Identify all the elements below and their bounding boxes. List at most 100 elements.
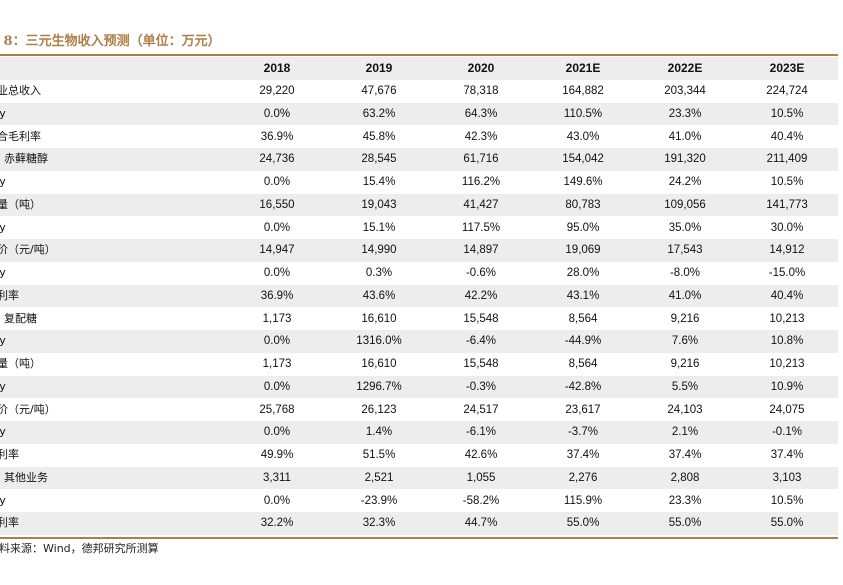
value-cell: 41,427 (463, 198, 499, 211)
value-cell: 49.9% (260, 449, 294, 462)
value-cell: -0.1% (771, 426, 803, 439)
row-label: yoy (0, 175, 6, 189)
value-cell: 19,069 (565, 244, 601, 257)
value-cell: 61,716 (463, 153, 499, 166)
table-row: yoy 0.0% 15.1% 117.5% 95.0% 35.0% 30.0% (0, 216, 838, 239)
table-row: 毛利率 36.9% 43.6% 42.2% 43.1% 41.0% 40.4% (0, 284, 838, 308)
row-label: yoy (0, 220, 6, 234)
value-cell: 9,216 (670, 312, 700, 325)
value-cell: 24,736 (259, 153, 295, 166)
value-cell: 117.5% (461, 221, 501, 234)
value-cell: 110.5% (563, 107, 603, 120)
value-cell: 23.3% (668, 107, 702, 120)
value-cell: -15.0% (768, 267, 806, 280)
value-cell: 43.0% (566, 130, 600, 143)
value-cell: -23.9% (360, 494, 398, 507)
value-cell: 1296.7% (356, 380, 402, 393)
row-label: 单价（元/吨） (0, 243, 56, 257)
value-cell: -42.8% (564, 380, 602, 393)
value-cell: 24,517 (463, 403, 499, 416)
value-cell: 10.9% (770, 380, 804, 393)
value-cell: 211,409 (766, 153, 808, 166)
value-cell: 47,676 (361, 85, 397, 98)
value-cell: 36.9% (260, 130, 294, 143)
table-row: 销量（吨） 1,173 16,610 15,548 8,564 9,216 10,213 (0, 353, 838, 376)
value-cell: 109,056 (664, 198, 706, 211)
value-cell: 9,216 (670, 358, 700, 371)
table-row: yoy 0.0% 1296.7% -0.3% -42.8% 5.5% 10.9% (0, 375, 838, 399)
table-row: 3、其他业务 3,311 2,521 1,055 2,276 2,808 3,103 (0, 466, 838, 490)
value-cell: 23.3% (668, 494, 702, 507)
value-cell: 29,220 (259, 85, 295, 98)
value-cell: 14,990 (361, 244, 397, 257)
value-cell: 0.0% (263, 267, 291, 280)
value-cell: 24,103 (667, 403, 703, 416)
table-row: 1、赤藓糖醇 24,736 28,545 61,716 154,042 191,320 21… (0, 148, 838, 171)
bottom-rule (0, 537, 838, 539)
header-year-cell: 2018 (263, 61, 291, 76)
value-cell: 3,311 (263, 471, 291, 484)
value-cell: 2,808 (670, 471, 700, 484)
table-row: 2、复配糖 1,173 16,610 15,548 8,564 9,216 10,213 (0, 307, 838, 330)
value-cell: 8,564 (568, 358, 598, 371)
value-cell: 0.0% (263, 335, 291, 348)
row-label: 营业总收入 (0, 84, 41, 98)
table-title: 表 8：三元生物收入预测（单位：万元） (0, 34, 221, 49)
value-cell: 0.0% (263, 426, 291, 439)
header-label-cell (0, 57, 226, 80)
value-cell: 16,550 (259, 198, 295, 211)
value-cell: 28,545 (361, 153, 397, 166)
table-header-row: 2018 2019 2020 2021E 2022E 2023E (0, 57, 838, 80)
value-cell: 42.6% (464, 449, 498, 462)
value-cell: 24.2% (668, 176, 702, 189)
value-cell: 0.0% (263, 494, 291, 507)
table-row: 毛利率 49.9% 51.5% 42.6% 37.4% 37.4% 37.4% (0, 444, 838, 467)
row-label: 销量（吨） (0, 357, 41, 371)
value-cell: 203,344 (664, 85, 706, 98)
value-cell: 14,912 (769, 244, 805, 257)
row-label: 毛利率 (0, 516, 19, 530)
row-label: 销量（吨） (0, 197, 41, 211)
table-row: yoy 0.0% 1.4% -6.1% -3.7% 2.1% -0.1% (0, 421, 838, 444)
value-cell: 164,882 (562, 85, 604, 98)
value-cell: 10.5% (770, 494, 804, 507)
value-cell: 78,318 (463, 85, 499, 98)
value-cell: 28.0% (566, 267, 600, 280)
value-cell: 80,783 (565, 198, 601, 211)
value-cell: 3,103 (772, 471, 802, 484)
value-cell: 37.4% (668, 449, 702, 462)
row-label: 3、其他业务 (0, 470, 48, 484)
header-year-cell: 2022E (667, 61, 703, 76)
table-row: 销量（吨） 16,550 19,043 41,427 80,783 109,056 141,… (0, 193, 838, 217)
value-cell: 40.4% (770, 289, 804, 302)
value-cell: -3.7% (567, 426, 599, 439)
revenue-forecast-table: 2018 2019 2020 2021E 2022E 2023E 营业总收入 29,220 4… (0, 57, 838, 535)
table-row: 单价（元/吨） 14,947 14,990 14,897 19,069 17,543 14,… (0, 239, 838, 262)
row-label: 2、复配糖 (0, 311, 37, 325)
value-cell: 16,610 (361, 358, 397, 371)
table-row: yoy 0.0% 1316.0% -6.4% -44.9% 7.6% 10.8% (0, 330, 838, 353)
value-cell: -0.3% (465, 380, 497, 393)
value-cell: 2.1% (671, 426, 699, 439)
value-cell: 2,276 (568, 471, 598, 484)
value-cell: 10.5% (770, 107, 804, 120)
value-cell: 115.9% (563, 494, 603, 507)
value-cell: -58.2% (462, 494, 500, 507)
value-cell: 8,564 (568, 312, 598, 325)
value-cell: -44.9% (564, 335, 602, 348)
table-row: yoy 0.0% 15.4% 116.2% 149.6% 24.2% 10.5% (0, 171, 838, 194)
value-cell: 154,042 (562, 153, 604, 166)
row-label: 单价（元/吨） (0, 402, 56, 416)
header-year-cell: 2021E (565, 61, 601, 76)
value-cell: 25,768 (259, 403, 295, 416)
table-row: yoy 0.0% 0.3% -0.6% 28.0% -8.0% -15.0% (0, 262, 838, 285)
value-cell: 224,724 (766, 85, 808, 98)
value-cell: 14,947 (259, 244, 295, 257)
table-row: 单价（元/吨） 25,768 26,123 24,517 23,617 24,103 24,… (0, 398, 838, 421)
value-cell: 0.0% (263, 176, 291, 189)
table-row: 毛利率 32.2% 32.3% 44.7% 55.0% 55.0% 55.0% (0, 512, 838, 535)
table-body: 营业总收入 29,220 47,676 78,318 164,882 203,344 224… (0, 80, 838, 535)
value-cell: 0.0% (263, 380, 291, 393)
value-cell: 10.5% (770, 176, 804, 189)
value-cell: 63.2% (362, 107, 396, 120)
